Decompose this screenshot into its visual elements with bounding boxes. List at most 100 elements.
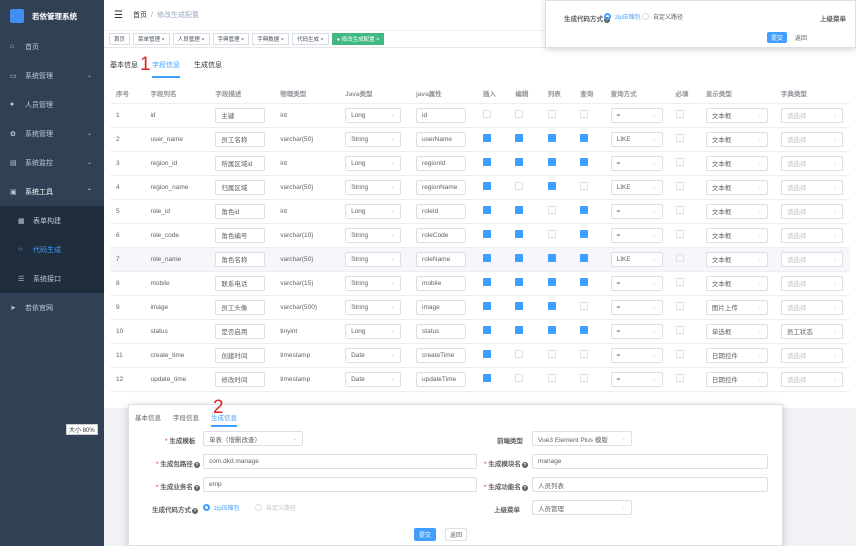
dict-type-select[interactable]: 请选择 ⌄ [780,299,843,315]
edit-checkbox[interactable] [515,374,524,382]
required-checkbox[interactable] [675,278,684,286]
field-desc-input[interactable]: 是否启用 [215,323,266,339]
field-desc-input[interactable]: 联系电话 [215,275,266,291]
java-type-select[interactable]: String ⌄ [345,179,402,195]
query-type-select[interactable]: = ⌄ [610,299,663,315]
java-type-select[interactable]: String ⌄ [345,275,402,291]
java-type-select[interactable]: Long ⌄ [345,107,402,123]
sidebar-item-form-builder[interactable]: ▦ 表单构建 [0,206,104,235]
list-checkbox[interactable] [547,278,556,286]
query-type-select[interactable]: = ⌄ [610,275,663,291]
insert-checkbox[interactable] [482,134,491,142]
biz-input[interactable]: emp [203,477,477,492]
field-desc-input[interactable]: 创建时间 [215,347,266,363]
field-desc-input[interactable]: 角色名称 [215,251,266,267]
java-field-input[interactable]: createTime [416,347,467,363]
insert-checkbox[interactable] [482,302,491,310]
field-desc-input[interactable]: 角色编号 [215,227,266,243]
display-type-select[interactable]: 文本框 ⌄ [705,227,768,243]
field-desc-input[interactable]: 角色id [215,203,266,219]
panel-tab-basic[interactable]: 基本信息 [135,415,161,422]
list-checkbox[interactable] [547,254,556,262]
tag-staff[interactable]: 人员管理 × [172,33,210,45]
required-checkbox[interactable] [675,254,684,262]
dict-type-select[interactable]: 请选择 ⌄ [780,275,843,291]
query-type-select[interactable]: = ⌄ [610,227,663,243]
field-desc-input[interactable]: 归属区域 [215,179,266,195]
tab-gen[interactable]: 生成信息 [194,62,222,69]
dict-type-select[interactable]: 请选择 ⌄ [780,131,843,147]
list-checkbox[interactable] [547,374,556,382]
required-checkbox[interactable] [675,326,684,334]
sidebar-item-staff[interactable]: ● 人员管理 [10,101,53,109]
query-checkbox[interactable] [580,206,589,214]
java-type-select[interactable]: String ⌄ [345,251,402,267]
java-type-select[interactable]: String ⌄ [345,299,402,315]
sidebar-item-tools[interactable]: ▣ 系统工具 ⌃ [10,188,92,196]
java-field-input[interactable]: roleId [416,203,467,219]
edit-checkbox[interactable] [515,302,524,310]
required-checkbox[interactable] [675,182,684,190]
tag-menu[interactable]: 菜单管理 × [133,33,170,45]
query-type-select[interactable]: = ⌄ [610,203,663,219]
list-checkbox[interactable] [547,302,556,310]
display-type-select[interactable]: 文本框 ⌄ [705,203,768,219]
insert-checkbox[interactable] [482,110,491,118]
edit-checkbox[interactable] [515,134,524,142]
tag-codegen[interactable]: 代码生成 × [292,33,329,45]
sidebar-item-api[interactable]: ☰ 系统接口 [0,264,104,293]
list-checkbox[interactable] [547,326,556,334]
java-field-input[interactable]: id [416,107,467,123]
sidebar-item-website[interactable]: ➤ 若依官网 [10,304,53,312]
java-field-input[interactable]: updateTime [416,371,467,387]
field-desc-input[interactable]: 修改时间 [215,371,266,387]
edit-checkbox[interactable] [515,254,524,262]
required-checkbox[interactable] [675,350,684,358]
query-checkbox[interactable] [580,158,589,166]
insert-checkbox[interactable] [482,158,491,166]
java-field-input[interactable]: regionName [416,179,467,195]
query-type-select[interactable]: = ⌄ [610,347,663,363]
required-checkbox[interactable] [675,302,684,310]
tab-basic[interactable]: 基本信息 [110,62,138,69]
field-desc-input[interactable]: 员工名称 [215,131,266,147]
dict-type-select[interactable]: 请选择 ⌄ [780,251,843,267]
java-field-input[interactable]: roleName [416,251,467,267]
edit-checkbox[interactable] [515,206,524,214]
query-checkbox[interactable] [580,302,589,310]
insert-checkbox[interactable] [482,326,491,334]
radio-custom[interactable]: 自定义路径 [642,12,683,21]
sidebar-item-system-manage[interactable]: ✿ 系统管理 ⌄ [10,130,92,138]
way-radio-zip[interactable]: zip压缩包 [203,503,240,512]
back-button[interactable]: 返回 [445,528,467,541]
query-checkbox[interactable] [580,182,589,190]
list-checkbox[interactable] [547,110,556,118]
display-type-select[interactable]: 日期控件 ⌄ [705,347,768,363]
tag-edit-gen[interactable]: ● 修改生成配置 × [331,33,385,45]
required-checkbox[interactable] [675,158,684,166]
panel-tab-fields[interactable]: 字段信息 [173,415,199,422]
edit-checkbox[interactable] [515,326,524,334]
java-field-input[interactable]: status [416,323,467,339]
list-checkbox[interactable] [547,182,556,190]
tag-dict-data[interactable]: 字典数据 × [252,33,290,45]
menu-select[interactable]: 人员管理 ⌄ [532,500,632,515]
java-field-input[interactable]: regionId [416,155,467,171]
tag-dict[interactable]: 字典管理 × [212,33,250,45]
dict-type-select[interactable]: 请选择 ⌄ [780,107,843,123]
java-type-select[interactable]: Long ⌄ [345,203,402,219]
edit-checkbox[interactable] [515,158,524,166]
insert-checkbox[interactable] [482,374,491,382]
display-type-select[interactable]: 文本框 ⌄ [705,131,768,147]
java-type-select[interactable]: String ⌄ [345,131,402,147]
dict-type-select[interactable]: 请选择 ⌄ [780,371,843,387]
back-button[interactable]: 返回 [791,32,811,43]
java-field-input[interactable]: mobile [416,275,467,291]
front-select[interactable]: Vue3 Element Plus 模版 ⌄ [532,431,632,446]
query-checkbox[interactable] [580,326,589,334]
way-radio-custom[interactable]: 自定义路径 [255,503,296,512]
query-checkbox[interactable] [580,134,589,142]
list-checkbox[interactable] [547,158,556,166]
java-field-input[interactable]: image [416,299,467,315]
insert-checkbox[interactable] [482,206,491,214]
